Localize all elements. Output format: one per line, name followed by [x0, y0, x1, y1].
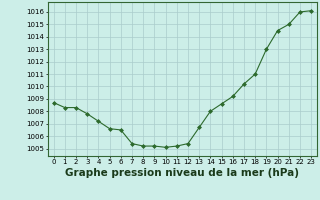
X-axis label: Graphe pression niveau de la mer (hPa): Graphe pression niveau de la mer (hPa): [65, 168, 300, 178]
